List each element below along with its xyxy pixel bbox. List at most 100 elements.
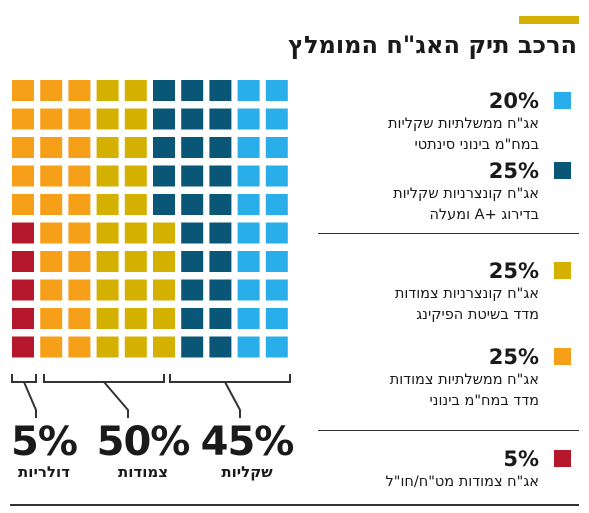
- waffle-cell: [181, 336, 204, 358]
- waffle-cell: [181, 80, 204, 101]
- waffle-cell: [181, 165, 204, 187]
- waffle-cell: [12, 165, 34, 187]
- legend-swatch: [554, 348, 571, 365]
- accent-bar: [519, 16, 579, 24]
- waffle-cell: [209, 137, 232, 158]
- waffle-cell: [237, 165, 260, 187]
- legend-swatch: [554, 450, 571, 467]
- summary-label-shekel: שקליות: [221, 463, 273, 481]
- waffle-cell: [124, 279, 147, 301]
- waffle-cell: [96, 165, 119, 187]
- waffle-cell: [181, 137, 204, 158]
- waffle-cell: [265, 194, 288, 215]
- waffle-cell: [12, 336, 34, 358]
- legend-swatch: [554, 162, 571, 179]
- waffle-cell: [124, 222, 147, 244]
- waffle-cell: [40, 222, 63, 244]
- waffle-cell: [181, 108, 204, 130]
- waffle-cell: [12, 222, 34, 244]
- waffle-cell: [124, 336, 147, 358]
- waffle-cell: [181, 308, 204, 329]
- summary-label-dollar: דולריות: [18, 463, 70, 481]
- legend-pct: 25%: [488, 345, 539, 369]
- waffle-cell: [68, 251, 91, 272]
- waffle-cell: [237, 336, 260, 358]
- waffle-cell: [153, 336, 175, 358]
- waffle-cell: [153, 222, 175, 244]
- waffle-cell: [124, 251, 147, 272]
- waffle-cell: [40, 165, 63, 187]
- waffle-cell: [12, 308, 34, 329]
- legend-divider: [318, 430, 579, 431]
- waffle-cell: [153, 279, 175, 301]
- legend-text: אג"ח קונצרניות שקליות בדירוג +A ומעלה: [393, 186, 539, 223]
- waffle-cell: [181, 194, 204, 215]
- waffle-cell: [265, 336, 288, 358]
- waffle-cell: [40, 137, 63, 158]
- waffle-cell: [40, 108, 63, 130]
- legend-item-gov-shekel: 20% אג"ח ממשלתיות שקליות במח"מ בינוני סי…: [319, 88, 579, 153]
- waffle-cell: [40, 194, 63, 215]
- waffle-cell: [124, 194, 147, 215]
- waffle-cell: [68, 137, 91, 158]
- waffle-cell: [12, 80, 34, 101]
- waffle-cell: [96, 108, 119, 130]
- waffle-cell: [237, 279, 260, 301]
- group-brackets: [11, 374, 291, 418]
- waffle-cell: [96, 222, 119, 244]
- waffle-cell: [265, 308, 288, 329]
- legend-text: אג"ח ממשלתיות שקליות במח"מ בינוני סינתטי: [387, 116, 539, 153]
- waffle-cell: [40, 279, 63, 301]
- waffle-cell: [209, 279, 232, 301]
- waffle-cell: [265, 279, 288, 301]
- waffle-cell: [265, 165, 288, 187]
- legend-item-gov-linked: 25% אג"ח ממשלתיות צמודות מדד במח"מ בינונ…: [319, 344, 579, 409]
- waffle-cell: [209, 80, 232, 101]
- waffle-cell: [209, 108, 232, 130]
- legend-text: אג"ח ממשלתיות צמודות מדד במח"מ בינוני: [389, 372, 539, 409]
- bracket-shekel: [169, 374, 291, 418]
- waffle-cell: [12, 279, 34, 301]
- waffle-cell: [96, 137, 119, 158]
- waffle-cell: [68, 222, 91, 244]
- waffle-cell: [68, 279, 91, 301]
- waffle-cell: [209, 165, 232, 187]
- legend-item-corp-shekel: 25% אג"ח קונצרניות שקליות בדירוג +A ומעל…: [319, 158, 579, 223]
- waffle-cell: [237, 222, 260, 244]
- waffle-cell: [68, 108, 91, 130]
- waffle-cell: [181, 222, 204, 244]
- bracket-dollar: [11, 374, 37, 418]
- legend-swatch: [554, 262, 571, 279]
- legend-text: אג"ח צמודות מט"ח/חו"ל: [385, 474, 539, 490]
- waffle-cell: [265, 251, 288, 272]
- waffle-cell: [12, 137, 34, 158]
- waffle-cell: [96, 279, 119, 301]
- waffle-cell: [40, 80, 63, 101]
- waffle-cell: [12, 108, 34, 130]
- waffle-cell: [237, 251, 260, 272]
- waffle-cell: [181, 251, 204, 272]
- waffle-cell: [265, 80, 288, 101]
- waffle-cell: [209, 222, 232, 244]
- waffle-cell: [40, 308, 63, 329]
- waffle-cells: [12, 80, 288, 358]
- waffle-cell: [124, 165, 147, 187]
- summary-label-linked: צמודות: [117, 463, 168, 481]
- summary-pct-linked: 50%: [96, 419, 191, 465]
- waffle-cell: [124, 308, 147, 329]
- legend-pct: 25%: [488, 259, 539, 283]
- waffle-cell: [68, 194, 91, 215]
- legend-item-fx-linked: 5% אג"ח צמודות מט"ח/חו"ל: [319, 446, 579, 496]
- waffle-cell: [209, 336, 232, 358]
- waffle-cell: [153, 165, 175, 187]
- waffle-cell: [12, 251, 34, 272]
- waffle-cell: [181, 279, 204, 301]
- legend-pct: 25%: [488, 159, 539, 183]
- waffle-cell: [209, 251, 232, 272]
- waffle-cell: [68, 308, 91, 329]
- waffle-cell: [12, 194, 34, 215]
- summary-pct-dollar: 5%: [11, 419, 78, 465]
- waffle-cell: [153, 251, 175, 272]
- waffle-cell: [40, 251, 63, 272]
